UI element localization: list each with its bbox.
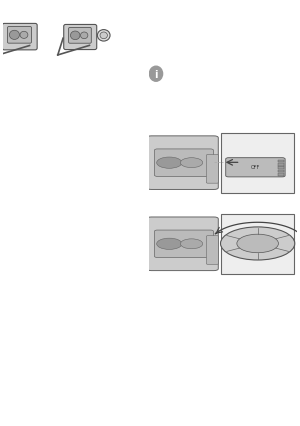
Circle shape xyxy=(80,33,88,40)
FancyBboxPatch shape xyxy=(278,170,284,173)
Circle shape xyxy=(149,67,163,82)
Circle shape xyxy=(20,32,28,39)
Text: 2: 2 xyxy=(153,204,159,213)
FancyBboxPatch shape xyxy=(147,136,218,190)
FancyBboxPatch shape xyxy=(278,160,284,163)
Text: 1: 1 xyxy=(153,123,159,132)
FancyBboxPatch shape xyxy=(206,155,218,184)
FancyBboxPatch shape xyxy=(278,167,284,170)
Circle shape xyxy=(70,32,80,40)
Circle shape xyxy=(220,227,295,260)
FancyBboxPatch shape xyxy=(226,158,285,178)
Circle shape xyxy=(157,239,182,250)
FancyBboxPatch shape xyxy=(147,217,218,271)
Text: i: i xyxy=(154,70,158,80)
FancyBboxPatch shape xyxy=(69,29,91,44)
FancyBboxPatch shape xyxy=(64,26,97,50)
Text: OFF: OFF xyxy=(251,164,260,170)
FancyBboxPatch shape xyxy=(2,24,37,51)
FancyBboxPatch shape xyxy=(206,236,218,265)
Circle shape xyxy=(157,158,182,169)
FancyBboxPatch shape xyxy=(278,173,284,176)
Circle shape xyxy=(9,31,20,40)
Circle shape xyxy=(237,235,278,253)
FancyBboxPatch shape xyxy=(154,150,213,177)
FancyBboxPatch shape xyxy=(221,215,294,274)
Circle shape xyxy=(180,158,203,168)
FancyBboxPatch shape xyxy=(278,164,284,166)
FancyBboxPatch shape xyxy=(221,134,294,193)
FancyBboxPatch shape xyxy=(8,28,31,44)
Text: Chargement de la batterie installée
sur cet appareil: Chargement de la batterie installée sur … xyxy=(156,87,300,110)
Circle shape xyxy=(98,31,110,42)
Text: 3: 3 xyxy=(153,285,159,294)
FancyBboxPatch shape xyxy=(154,230,213,258)
Circle shape xyxy=(180,239,203,249)
Circle shape xyxy=(100,33,107,40)
